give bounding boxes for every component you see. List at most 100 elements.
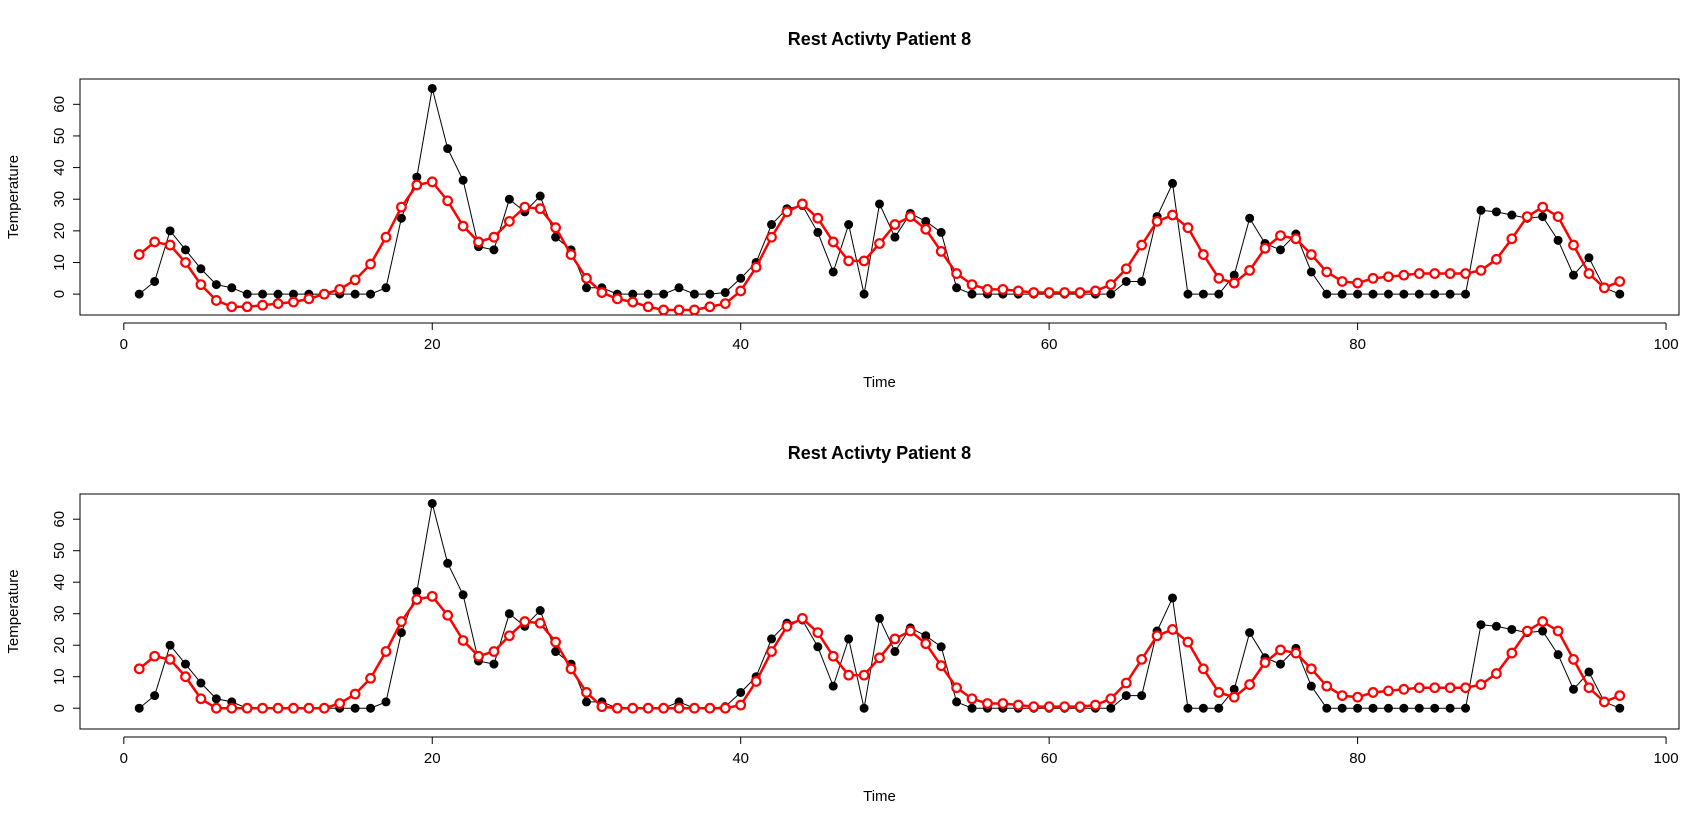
data-point [766, 646, 777, 657]
data-point [827, 650, 839, 662]
data-point [457, 220, 469, 232]
data-point [550, 222, 562, 234]
y-tick-label: 10 [51, 254, 68, 271]
data-point [1012, 699, 1024, 711]
data-point [473, 236, 484, 248]
data-point [489, 659, 499, 669]
data-point [366, 289, 376, 299]
data-point [1012, 285, 1024, 297]
data-point [875, 613, 884, 623]
data-point [1213, 272, 1225, 284]
data-point [736, 273, 746, 283]
data-point [1507, 624, 1517, 634]
data-point [1182, 636, 1194, 648]
data-point [1151, 215, 1163, 227]
data-point [1322, 289, 1332, 299]
data-point [1337, 703, 1347, 713]
x-tick-label: 40 [732, 750, 749, 767]
data-point [211, 280, 221, 290]
data-point [1538, 212, 1548, 222]
data-point [828, 267, 838, 277]
data-point [565, 249, 577, 260]
data-point [503, 630, 515, 642]
data-point [952, 697, 962, 707]
data-point [1414, 703, 1424, 713]
data-point [1214, 703, 1224, 713]
data-point [211, 694, 221, 704]
data-point [1059, 701, 1070, 713]
data-point [875, 199, 884, 209]
data-point [1059, 287, 1070, 298]
data-point [381, 283, 391, 293]
data-point [288, 702, 299, 714]
data-point [1321, 266, 1333, 278]
data-point [812, 212, 824, 224]
data-point [1353, 703, 1363, 713]
data-point [967, 703, 977, 713]
series-line [138, 503, 1620, 709]
x-axis-label: Time [863, 788, 896, 805]
data-point [504, 609, 514, 619]
data-point [951, 268, 963, 279]
data-point [180, 245, 190, 255]
data-point [596, 287, 608, 298]
data-point [1383, 703, 1393, 713]
data-point [997, 283, 1009, 295]
data-point [1275, 230, 1286, 241]
x-tick-label: 100 [1654, 750, 1679, 767]
data-point [1413, 682, 1425, 694]
data-point [1074, 701, 1086, 713]
data-point [381, 697, 391, 707]
data-point [952, 283, 962, 293]
data-point [133, 663, 145, 675]
data-point [443, 558, 453, 568]
data-point [581, 687, 592, 698]
data-point [796, 613, 808, 624]
data-point [242, 289, 252, 299]
chart-title: Rest Activty Patient 8 [788, 443, 971, 463]
data-point [781, 206, 793, 218]
data-point [149, 650, 161, 662]
data-point [1476, 205, 1486, 215]
data-point [1198, 703, 1208, 713]
data-point [504, 194, 514, 204]
data-point [936, 227, 946, 237]
series-line [138, 88, 1620, 295]
data-point [165, 226, 175, 236]
data-point [858, 669, 870, 681]
data-point [1275, 644, 1286, 656]
data-point [1090, 699, 1101, 711]
data-point [1198, 289, 1208, 299]
data-point [643, 289, 653, 299]
data-point [689, 702, 700, 714]
data-point [227, 283, 237, 293]
data-point [473, 650, 484, 662]
data-point [844, 634, 854, 644]
data-point [1197, 663, 1209, 675]
data-point [1506, 233, 1518, 245]
data-point [1121, 691, 1131, 701]
data-point [551, 232, 561, 242]
data-point [1398, 269, 1410, 281]
data-point [827, 236, 839, 248]
y-tick-label: 10 [51, 668, 68, 685]
data-point [1105, 279, 1117, 291]
data-point [659, 289, 669, 299]
data-point [1430, 289, 1440, 299]
data-point [673, 702, 685, 714]
data-point [936, 642, 946, 652]
x-tick-label: 60 [1041, 336, 1058, 353]
data-point [1167, 624, 1178, 635]
data-point [1121, 276, 1131, 286]
data-point [935, 246, 947, 257]
data-point [581, 283, 591, 293]
data-point [1568, 653, 1579, 665]
data-point [427, 498, 437, 508]
data-point [750, 261, 762, 273]
data-point [195, 279, 207, 291]
data-point [705, 289, 715, 299]
data-point [134, 289, 144, 299]
data-point [1321, 680, 1333, 692]
data-point [318, 288, 330, 300]
data-point [1429, 268, 1441, 279]
